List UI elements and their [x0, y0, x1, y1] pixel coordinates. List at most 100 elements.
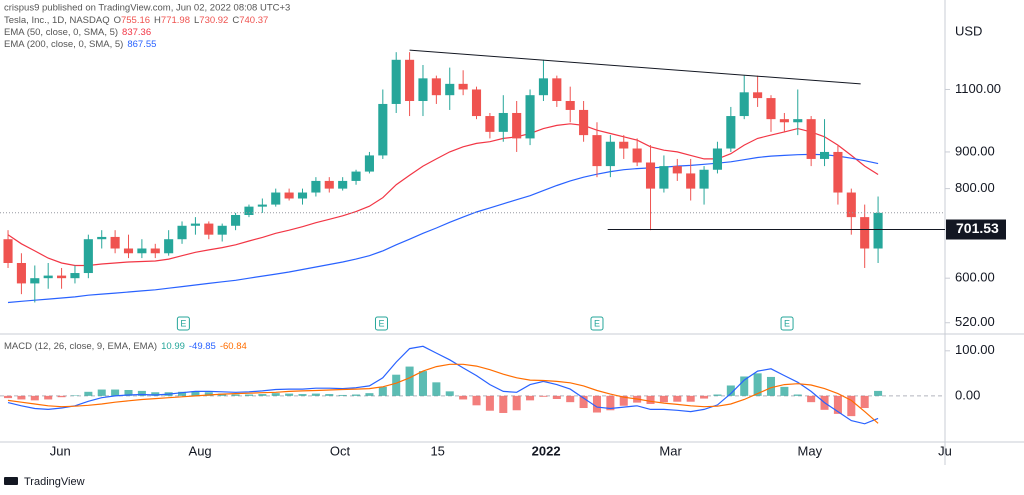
candle-body	[873, 212, 883, 249]
histogram-bar	[459, 395, 468, 400]
histogram-bar	[392, 374, 401, 396]
candle-body	[3, 239, 13, 263]
candle-body	[659, 166, 669, 189]
earnings-marker: E	[780, 316, 794, 331]
candle-body	[512, 112, 522, 139]
candle-body	[378, 103, 388, 156]
ohlc-value: 771.98	[161, 15, 190, 26]
candle	[391, 52, 401, 113]
candle-body	[217, 225, 227, 235]
candle-body	[471, 89, 482, 117]
candle	[766, 95, 776, 132]
candle	[579, 101, 589, 142]
candle-body	[672, 166, 682, 174]
candle	[565, 86, 575, 123]
candle	[324, 177, 334, 193]
candle-body	[57, 275, 67, 279]
candle	[552, 75, 562, 107]
y-tick-label: 0.00	[955, 387, 980, 402]
histogram-bar	[178, 391, 187, 396]
brand: TradingView	[24, 476, 85, 488]
histogram-bar	[285, 393, 294, 396]
ohlc-key: C	[232, 15, 239, 26]
level-label: 701.53	[956, 220, 999, 236]
histogram-bar	[780, 386, 789, 396]
candle-body	[485, 116, 495, 132]
y-tick-label: 100.00	[955, 342, 995, 357]
candle	[3, 230, 13, 268]
candle-body	[819, 151, 830, 159]
candle	[97, 230, 107, 249]
histogram-bar	[378, 386, 387, 396]
candle	[431, 75, 441, 104]
candle	[619, 135, 629, 159]
histogram-bar	[485, 395, 494, 411]
candle-body	[97, 236, 107, 240]
candle	[150, 243, 160, 259]
candle	[632, 138, 642, 167]
candle	[43, 262, 53, 289]
candle	[418, 64, 428, 117]
histogram-bar	[646, 395, 655, 404]
candle	[271, 188, 281, 207]
y-tick-label: 1100.00	[955, 81, 1001, 96]
candle-body	[712, 148, 723, 170]
earnings-label: E	[784, 318, 790, 328]
candle-body	[699, 169, 709, 189]
candle-body	[83, 239, 93, 274]
candle-body	[632, 148, 642, 163]
histogram-bar	[352, 394, 361, 396]
macd-line	[7, 363, 879, 424]
candle	[110, 230, 120, 254]
x-tick-label: Oct	[330, 443, 351, 458]
histogram-bar	[30, 395, 39, 401]
candle-body	[766, 98, 776, 120]
candle	[364, 151, 374, 174]
candle-body	[726, 116, 736, 149]
histogram-bar	[298, 394, 307, 396]
candle	[739, 75, 749, 120]
earnings-label: E	[180, 318, 186, 328]
ohlc-value: 740.37	[239, 15, 268, 26]
histogram-bar	[137, 390, 146, 396]
earnings-badge	[590, 316, 604, 331]
candle	[672, 158, 682, 181]
earnings-badge	[374, 316, 388, 331]
earnings-marker: E	[590, 316, 604, 331]
candle-body	[579, 109, 589, 136]
macd-line	[7, 345, 879, 425]
candle-body	[16, 262, 26, 284]
candle-body	[619, 141, 629, 149]
histogram-bar	[753, 373, 762, 396]
candle-body	[123, 248, 134, 254]
earnings-marker: E	[374, 316, 388, 331]
x-tick-label: Aug	[189, 443, 212, 458]
x-tick-label: Ju	[938, 443, 952, 458]
level-label-box	[946, 219, 1006, 240]
candle-body	[552, 78, 562, 102]
histogram-bar	[111, 389, 120, 396]
candle	[833, 145, 843, 205]
candle	[659, 155, 669, 193]
histogram-bar	[204, 392, 213, 396]
candle-body	[324, 180, 334, 189]
legend-macd: MACD (12, 26, close, 9, EMA, EMA) 10.99 -4…	[4, 341, 247, 352]
histogram-bar	[445, 391, 454, 396]
candle	[538, 59, 548, 102]
histogram-bar	[833, 395, 842, 414]
histogram-bar	[592, 395, 601, 413]
x-tick-label: May	[798, 443, 823, 458]
candle	[605, 135, 615, 178]
histogram-bar	[218, 393, 227, 396]
y-tick-label: 520.00	[955, 314, 995, 329]
histogram-value: 10.99	[161, 341, 185, 352]
histogram-bar	[552, 395, 561, 400]
histogram-bar	[686, 395, 695, 402]
candle	[699, 166, 709, 205]
histogram-bar	[673, 395, 682, 402]
histogram-bar	[713, 394, 722, 396]
histogram-bar	[151, 392, 160, 396]
histogram-bar	[619, 395, 628, 406]
